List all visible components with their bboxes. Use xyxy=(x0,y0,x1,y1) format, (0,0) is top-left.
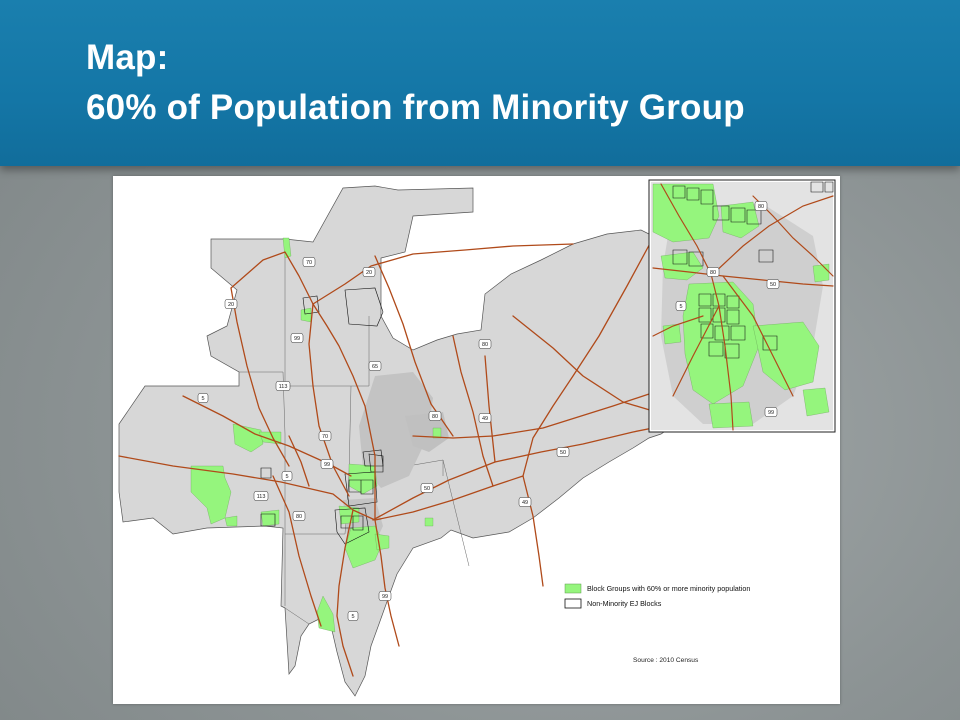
legend-label-minority: Block Groups with 60% or more minority p… xyxy=(587,584,750,593)
highway-shield: 80 xyxy=(478,339,492,349)
highway-shield: 65 xyxy=(368,361,382,371)
inset-map: 80 5 50 80 99 xyxy=(648,179,836,433)
ej-blocks xyxy=(260,287,384,545)
map-canvas: 70 20 20 99 113 5 65 80 80 49 70 99 5 50… xyxy=(118,179,836,697)
inset-shields: 80 5 50 80 99 xyxy=(675,201,780,417)
highway-shield: 50 xyxy=(556,447,570,457)
urban-area xyxy=(405,412,449,452)
svg-text:49: 49 xyxy=(482,416,488,422)
highway-shield: 49 xyxy=(478,413,492,423)
slide-title-line-1: Map: xyxy=(86,38,169,77)
highway-shield: 70 xyxy=(302,257,316,267)
svg-text:70: 70 xyxy=(322,434,328,440)
svg-text:20: 20 xyxy=(228,302,234,308)
highway-shield: 5 xyxy=(347,611,359,621)
svg-text:80: 80 xyxy=(758,204,764,210)
svg-text:49: 49 xyxy=(522,500,528,506)
svg-text:50: 50 xyxy=(560,450,566,456)
map-image: 70 20 20 99 113 5 65 80 80 49 70 99 5 50… xyxy=(113,176,840,704)
svg-text:99: 99 xyxy=(294,336,300,342)
highway-shield: 50 xyxy=(766,279,780,289)
highway-shield: 80 xyxy=(754,201,768,211)
svg-text:113: 113 xyxy=(257,494,266,500)
svg-text:99: 99 xyxy=(768,410,774,416)
svg-text:70: 70 xyxy=(306,260,312,266)
legend-swatch-minority xyxy=(564,583,582,594)
svg-text:50: 50 xyxy=(424,486,430,492)
legend-swatch-ej xyxy=(564,598,582,609)
highway-shield: 20 xyxy=(362,267,376,277)
highway-shield: 50 xyxy=(420,483,434,493)
highway-shield: 80 xyxy=(428,411,442,421)
highway-shield: 20 xyxy=(224,299,238,309)
svg-text:5: 5 xyxy=(679,304,682,310)
highway-shield: 99 xyxy=(320,459,334,469)
svg-text:20: 20 xyxy=(366,270,372,276)
highway-shield: 80 xyxy=(292,511,306,521)
svg-text:99: 99 xyxy=(324,462,330,468)
svg-text:113: 113 xyxy=(279,384,288,390)
inset-highways xyxy=(652,183,834,431)
highway-shield: 80 xyxy=(706,267,720,277)
highway-shields: 70 20 20 99 113 5 65 80 80 49 70 99 5 50… xyxy=(197,257,570,621)
map-source-note: Source : 2010 Census xyxy=(633,657,699,664)
svg-text:80: 80 xyxy=(710,270,716,276)
highway-network xyxy=(118,237,674,677)
highway-shield: 70 xyxy=(318,431,332,441)
minority-block-groups xyxy=(190,237,442,633)
highway-shield: 99 xyxy=(764,407,778,417)
svg-text:50: 50 xyxy=(770,282,776,288)
slide-header: Map: 60% of Population from Minority Gro… xyxy=(0,0,960,166)
svg-text:5: 5 xyxy=(285,474,288,480)
highway-shield: 113 xyxy=(275,381,291,391)
highway-shield: 99 xyxy=(378,591,392,601)
highway-shield: 5 xyxy=(675,301,687,311)
svg-text:80: 80 xyxy=(482,342,488,348)
svg-text:80: 80 xyxy=(432,414,438,420)
highway-shield: 113 xyxy=(253,491,269,501)
svg-text:65: 65 xyxy=(372,364,378,370)
inset-ej-blocks xyxy=(672,181,834,359)
svg-text:5: 5 xyxy=(351,614,354,620)
legend-label-ej: Non-Minority EJ Blocks xyxy=(587,599,662,608)
highway-shield: 5 xyxy=(281,471,293,481)
highway-shield: 49 xyxy=(518,497,532,507)
svg-text:99: 99 xyxy=(382,594,388,600)
highway-shield: 5 xyxy=(197,393,209,403)
slide-title-line-2: 60% of Population from Minority Group xyxy=(86,88,745,127)
map-legend: Block Groups with 60% or more minority p… xyxy=(564,583,750,609)
svg-text:80: 80 xyxy=(296,514,302,520)
region-outlines xyxy=(118,185,674,697)
svg-text:5: 5 xyxy=(201,396,204,402)
urban-area xyxy=(359,372,433,488)
highway-shield: 99 xyxy=(290,333,304,343)
